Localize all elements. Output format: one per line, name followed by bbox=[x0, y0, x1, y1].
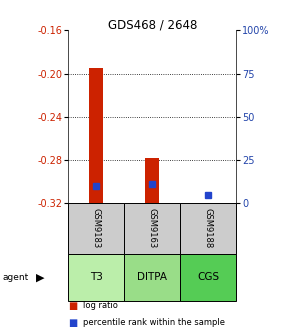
Bar bbox=[145, 158, 159, 203]
Text: CGS: CGS bbox=[197, 272, 219, 282]
Text: GSM9188: GSM9188 bbox=[204, 208, 213, 249]
Text: percentile rank within the sample: percentile rank within the sample bbox=[83, 318, 225, 327]
Text: ▶: ▶ bbox=[36, 272, 45, 282]
Text: log ratio: log ratio bbox=[83, 301, 117, 310]
Text: agent: agent bbox=[3, 273, 29, 282]
Text: T3: T3 bbox=[90, 272, 103, 282]
Text: GDS468 / 2648: GDS468 / 2648 bbox=[108, 18, 197, 32]
Text: ■: ■ bbox=[68, 318, 77, 328]
Bar bbox=[89, 68, 103, 203]
Text: GSM9163: GSM9163 bbox=[148, 208, 157, 249]
Bar bbox=[201, 203, 215, 207]
Text: ■: ■ bbox=[68, 301, 77, 311]
Text: GSM9183: GSM9183 bbox=[92, 208, 101, 249]
Text: DITPA: DITPA bbox=[137, 272, 167, 282]
